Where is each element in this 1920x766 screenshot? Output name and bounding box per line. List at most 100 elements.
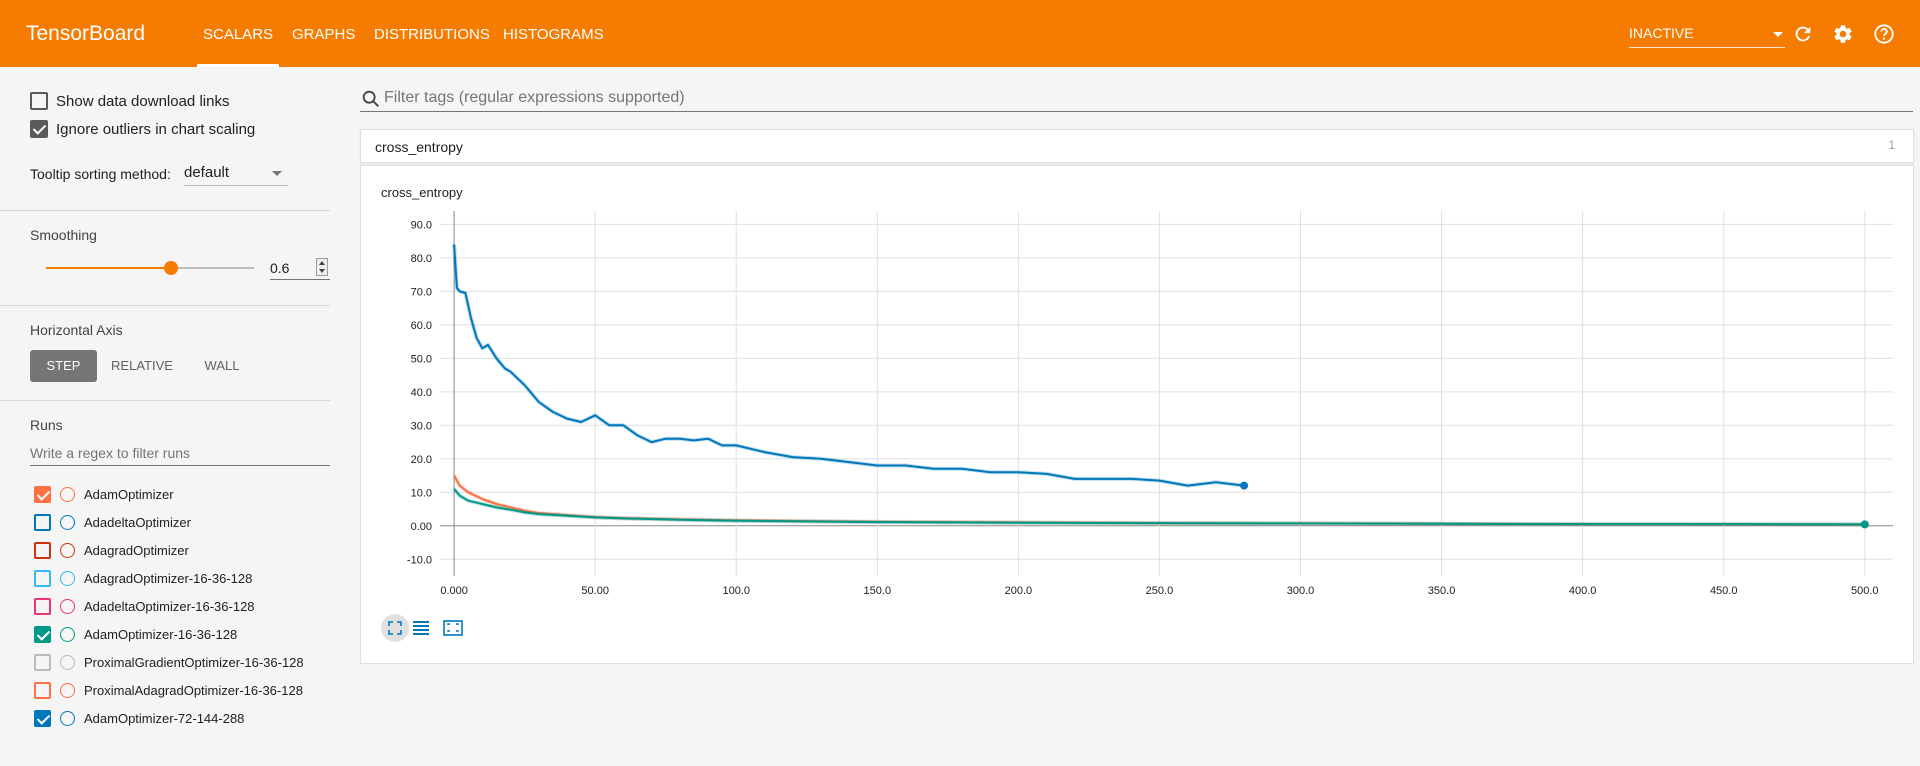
y-tick-label: 50.0 [411,353,432,365]
fit-domain-icon[interactable] [381,614,409,642]
y-tick-label: 30.0 [411,420,432,432]
tooltip-sorting-label: Tooltip sorting method: [30,166,171,182]
run-color-circle-icon[interactable] [60,515,75,530]
horizontal-axis-title: Horizontal Axis [30,322,123,338]
run-color-circle-icon[interactable] [60,543,75,558]
spinner-icon[interactable] [316,258,328,276]
run-label: ProximalGradientOptimizer-16-36-128 [84,655,304,670]
divider [0,210,330,211]
divider [0,305,330,306]
tab-histograms[interactable]: HISTOGRAMS [503,26,604,43]
smoothing-slider-fill [46,267,171,269]
run-checkbox[interactable] [34,514,51,531]
checkbox-checked [30,120,48,138]
y-tick-label: 90.0 [411,219,432,231]
tab-graphs[interactable]: GRAPHS [292,26,356,43]
run-checkbox[interactable] [34,542,51,559]
run-checkbox[interactable] [34,626,51,643]
run-label: AdamOptimizer-16-36-128 [84,627,238,642]
runs-filter-placeholder: Write a regex to filter runs [30,445,191,461]
tooltip-sorting-value: default [184,164,230,181]
run-checkbox[interactable] [34,598,51,615]
selection-zoom-icon[interactable] [439,614,467,642]
series-end-point [1240,481,1249,490]
ignore-outliers-label: Ignore outliers in chart scaling [56,121,256,138]
y-tick-label: 0.00 [411,521,432,533]
run-checkbox[interactable] [34,486,51,503]
settings-icon[interactable] [1832,23,1854,45]
checkbox-unchecked [30,92,48,110]
run-label: AdagradOptimizer-16-36-128 [84,571,253,586]
y-tick-label: 40.0 [411,387,432,399]
chevron-down-icon [1773,32,1783,37]
tag-group-count: 1 [1888,138,1895,152]
axis-step-button[interactable]: STEP [30,350,97,382]
run-color-circle-icon[interactable] [60,711,75,726]
top-app-bar: TensorBoard SCALARS GRAPHS DISTRIBUTIONS… [0,0,1920,67]
run-label: AdagradOptimizer [84,543,189,558]
x-tick-label: 50.00 [581,585,609,597]
refresh-icon[interactable] [1792,23,1814,45]
run-label: AdadeltaOptimizer [84,515,191,530]
y-tick-label: 10.0 [411,487,432,499]
y-tick-label: -10.0 [407,554,432,566]
scalar-chart-card: cross_entropy 90.0 80.0 70.0 60.0 50.0 40.0 30… [360,165,1914,664]
runs-filter-input[interactable]: Write a regex to filter runs [30,442,330,466]
smoothing-value: 0.6 [270,260,290,276]
plugin-status-value: INACTIVE [1629,25,1694,41]
y-tick-label: 80.0 [411,253,432,265]
run-checkbox[interactable] [34,710,51,727]
tag-filter-input[interactable]: Filter tags (regular expressions support… [360,86,1913,112]
app-brand: TensorBoard [26,22,146,45]
plugin-status-select[interactable]: INACTIVE [1629,24,1785,48]
axis-relative-button[interactable]: RELATIVE [111,358,173,373]
smoothing-input[interactable]: 0.6 [270,256,330,280]
run-checkbox[interactable] [34,570,51,587]
y-tick-label: 60.0 [411,320,432,332]
smoothing-slider[interactable] [46,261,254,275]
divider [0,400,330,401]
series-end-point [1860,520,1869,529]
help-icon[interactable] [1873,23,1895,45]
chart-title: cross_entropy [381,185,463,200]
tooltip-sorting-select[interactable]: default [184,162,288,186]
tag-group-header[interactable]: cross_entropy 1 [360,129,1914,163]
series-line [453,244,1245,487]
x-tick-label: 300.0 [1287,585,1315,597]
x-tick-label: 350.0 [1428,585,1456,597]
run-color-circle-icon[interactable] [60,487,75,502]
axis-wall-button[interactable]: WALL [204,358,240,373]
sidebar: Show data download links Ignore outliers… [0,67,348,766]
runs-title: Runs [30,417,63,433]
tag-group-name: cross_entropy [375,139,463,155]
run-checkbox[interactable] [34,682,51,699]
x-tick-label: 450.0 [1710,585,1738,597]
x-tick-label: 400.0 [1569,585,1597,597]
x-tick-label: 500.0 [1851,585,1879,597]
run-label: AdamOptimizer [84,487,174,502]
run-label: ProximalAdagradOptimizer-16-36-128 [84,683,303,698]
run-color-circle-icon[interactable] [60,655,75,670]
x-tick-label: 150.0 [864,585,892,597]
x-tick-label: 100.0 [722,585,750,597]
run-color-circle-icon[interactable] [60,571,75,586]
search-icon [362,90,380,108]
toggle-y-log-icon[interactable] [407,614,435,642]
x-tick-label: 200.0 [1005,585,1033,597]
run-checkbox[interactable] [34,654,51,671]
chevron-down-icon [272,171,282,176]
run-color-circle-icon[interactable] [60,683,75,698]
tab-distributions[interactable]: DISTRIBUTIONS [374,26,490,43]
series-raw-line [452,244,1245,488]
x-tick-label: 250.0 [1146,585,1174,597]
smoothing-slider-knob[interactable] [163,261,178,275]
tag-filter-placeholder: Filter tags (regular expressions support… [384,89,685,106]
run-color-circle-icon[interactable] [60,599,75,614]
series-line [453,488,1865,526]
show-download-links-label: Show data download links [56,93,230,110]
run-color-circle-icon[interactable] [60,627,75,642]
y-tick-label: 70.0 [411,286,432,298]
line-chart[interactable]: 90.0 80.0 70.0 60.0 50.0 40.0 30.0 20.0 10.0 0.00… [361,166,1913,611]
x-tick-label: 0.000 [440,585,468,597]
tab-scalars[interactable]: SCALARS [196,0,280,67]
